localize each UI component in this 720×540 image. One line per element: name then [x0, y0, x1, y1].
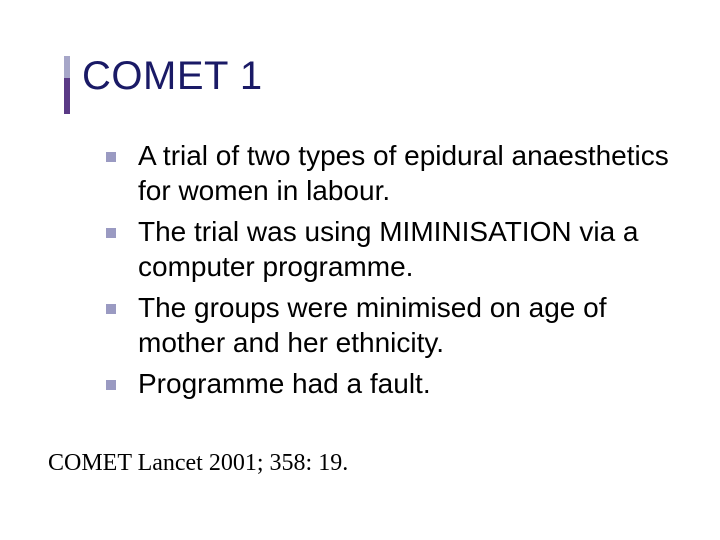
bullet-list: A trial of two types of epidural anaesth…: [106, 138, 690, 407]
bullet-item: A trial of two types of epidural anaesth…: [106, 138, 690, 208]
accent-bar-top: [64, 56, 70, 78]
bullet-text: A trial of two types of epidural anaesth…: [138, 138, 690, 208]
citation-text: COMET Lancet 2001; 358: 19.: [48, 450, 348, 477]
bullet-text: The groups were minimised on age of moth…: [138, 290, 690, 360]
slide-title: COMET 1: [82, 54, 263, 99]
square-bullet-icon: [106, 152, 116, 162]
slide: COMET 1 A trial of two types of epidural…: [0, 0, 720, 540]
square-bullet-icon: [106, 380, 116, 390]
bullet-item: The groups were minimised on age of moth…: [106, 290, 690, 360]
square-bullet-icon: [106, 304, 116, 314]
square-bullet-icon: [106, 228, 116, 238]
bullet-item: Programme had a fault.: [106, 366, 690, 401]
bullet-text: Programme had a fault.: [138, 366, 431, 401]
accent-bar-bottom: [64, 78, 70, 114]
accent-bar: [64, 56, 70, 114]
bullet-item: The trial was using MIMINISATION via a c…: [106, 214, 690, 284]
bullet-text: The trial was using MIMINISATION via a c…: [138, 214, 690, 284]
